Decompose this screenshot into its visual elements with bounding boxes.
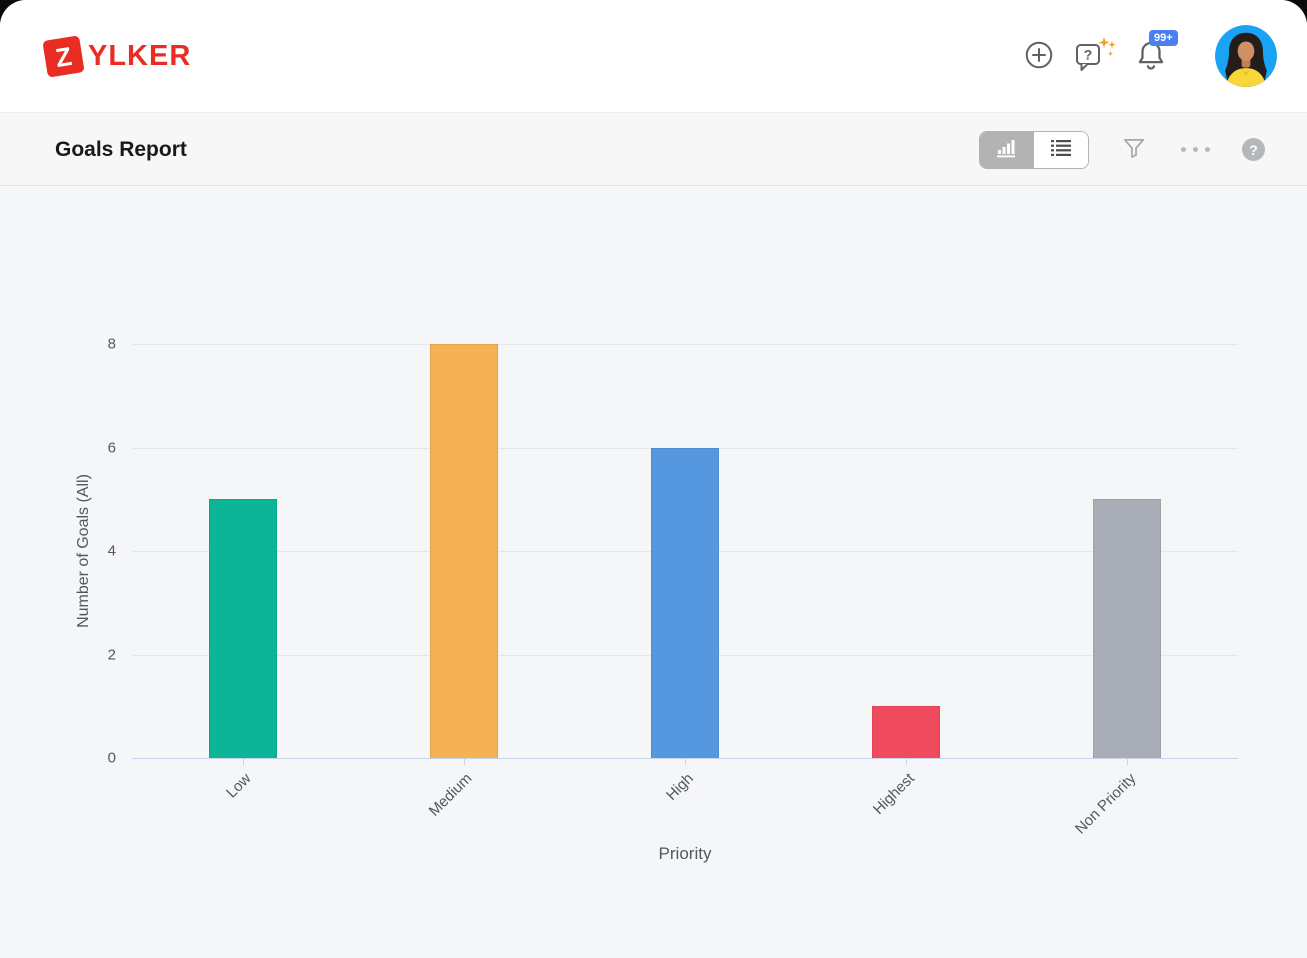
filter-button[interactable]: [1119, 135, 1149, 165]
bar-non-priority[interactable]: [1093, 499, 1162, 758]
more-options-button[interactable]: [1179, 141, 1212, 158]
category-slot: High: [574, 344, 795, 804]
x-tick: [906, 758, 908, 765]
help-chat-button[interactable]: ?: [1074, 36, 1116, 77]
y-tick-label: 8: [107, 335, 116, 353]
report-toolbar: Goals Report: [0, 114, 1307, 186]
view-toggle: [979, 130, 1089, 169]
y-tick-label: 0: [107, 749, 116, 767]
toolbar-actions: ?: [979, 130, 1265, 169]
dot-icon: [1205, 147, 1210, 152]
top-header: Z YLKER ?: [0, 0, 1307, 113]
help-chat-icon: ?: [1074, 36, 1116, 77]
svg-text:?: ?: [1084, 46, 1093, 62]
zylker-logo[interactable]: Z YLKER: [42, 34, 192, 78]
notification-badge: 99+: [1149, 30, 1178, 47]
x-tick: [242, 758, 244, 765]
help-button[interactable]: ?: [1242, 138, 1265, 161]
x-tick: [685, 758, 686, 765]
header-actions: ? 99+: [1021, 25, 1277, 87]
dot-icon: [1181, 147, 1186, 152]
x-tick: [1127, 758, 1129, 765]
x-tick-label: Highest: [870, 770, 919, 818]
brand-mark: Z: [53, 39, 74, 73]
list-view-toggle[interactable]: [1034, 131, 1088, 168]
plot-area: Number of Goals (All) Priority 0 2 4 6 8 Low M…: [75, 336, 1238, 863]
user-avatar[interactable]: [1215, 25, 1277, 87]
x-tick-label: Medium: [426, 770, 476, 820]
bar-low[interactable]: [208, 499, 277, 758]
y-tick-label: 6: [107, 439, 116, 456]
notifications-button[interactable]: 99+: [1133, 30, 1178, 74]
chart-view-toggle[interactable]: [980, 131, 1034, 168]
report-content: Number of Goals (All) Priority 0 2 4 6 8 Low M…: [0, 186, 1307, 958]
add-button[interactable]: [1021, 38, 1057, 74]
bar-highest[interactable]: [872, 706, 941, 758]
dot-icon: [1193, 147, 1198, 152]
x-axis-title: Priority: [658, 844, 712, 863]
x-tick-label: Low: [223, 770, 255, 802]
x-tick-label: High: [663, 770, 698, 804]
question-mark-icon: ?: [1249, 141, 1258, 158]
category-slot: Medium: [353, 344, 574, 820]
page-title: Goals Report: [55, 137, 187, 161]
bar-medium[interactable]: [429, 344, 498, 758]
category-slot: Highest: [796, 344, 1017, 818]
y-axis-title: Number of Goals (All): [75, 474, 92, 628]
category-slot: Non Priority: [1017, 344, 1238, 837]
bars-row: Low Medium High Highest Non Priority: [132, 344, 1238, 837]
gridline: [132, 344, 1238, 345]
brand-z-tile: Z: [42, 34, 85, 78]
bar-high[interactable]: [651, 447, 719, 758]
filter-funnel-icon: [1121, 135, 1147, 164]
bar-chart-icon: [996, 138, 1018, 161]
x-tick: [463, 758, 465, 765]
y-tick-label: 4: [107, 542, 116, 560]
list-icon: [1050, 138, 1072, 161]
y-tick-label: 2: [107, 646, 116, 663]
brand-name: YLKER: [88, 39, 192, 72]
plus-circle-icon: [1023, 39, 1055, 74]
category-slot: Low: [132, 344, 353, 801]
x-tick-label: Non Priority: [1072, 770, 1140, 838]
